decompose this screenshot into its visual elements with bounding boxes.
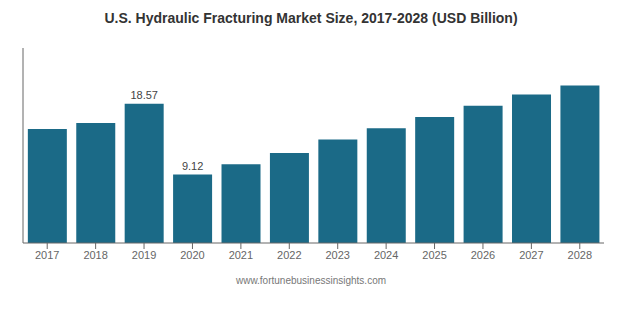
svg-text:2023: 2023 [325, 249, 349, 261]
svg-text:9.12: 9.12 [182, 160, 203, 172]
html-text:U.S. Hydraulic Fracturing Mark: U.S. Hydraulic Fracturing Market Size, 2… [104, 10, 518, 26]
svg-text:2026: 2026 [471, 249, 495, 261]
svg-text:2028: 2028 [568, 249, 592, 261]
svg-text:2022: 2022 [277, 249, 301, 261]
svg-text:2017: 2017 [35, 249, 59, 261]
svg-text:2024: 2024 [374, 249, 398, 261]
svg-text:2019: 2019 [132, 249, 156, 261]
svg-text:18.57: 18.57 [130, 89, 158, 101]
svg-text:2020: 2020 [180, 249, 204, 261]
svg-text:2027: 2027 [519, 249, 543, 261]
svg-text:2025: 2025 [422, 249, 446, 261]
svg-text:2018: 2018 [83, 249, 107, 261]
html-text:www.fortunebusinessinsights.co: www.fortunebusinessinsights.com [236, 275, 386, 286]
svg-text:2021: 2021 [229, 249, 253, 261]
